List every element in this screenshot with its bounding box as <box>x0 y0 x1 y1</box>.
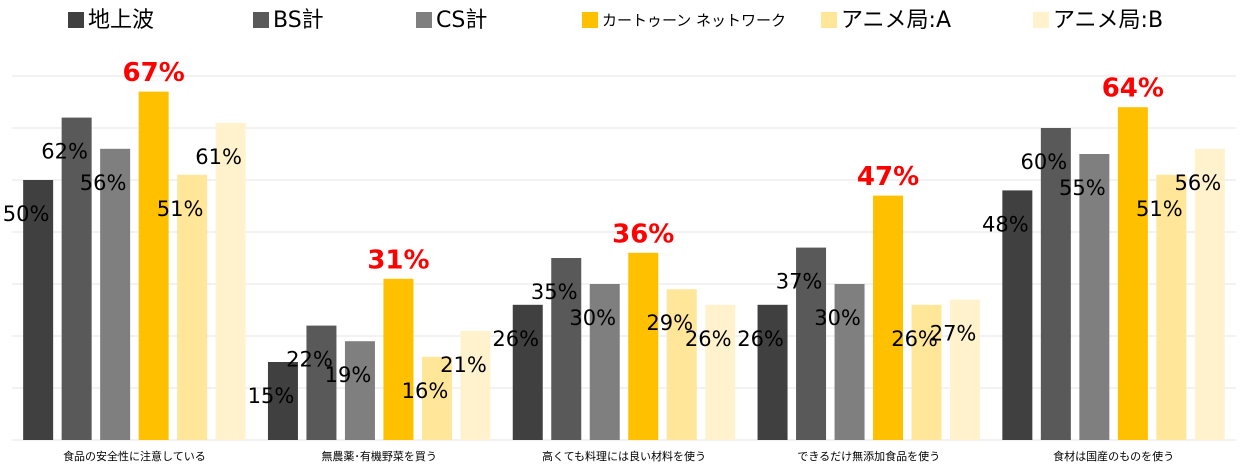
bar <box>460 330 491 440</box>
x-tick-label: 無農薬･有機野菜を買う <box>321 449 437 463</box>
value-label: 26% <box>891 327 938 351</box>
value-label: 48% <box>982 212 1029 236</box>
bar <box>267 362 298 440</box>
bar <box>796 247 827 440</box>
legend-label: 地上波 <box>88 8 154 33</box>
value-label: 26% <box>737 327 784 351</box>
value-label: 47% <box>857 162 919 192</box>
bar <box>23 180 54 440</box>
legend-swatch <box>253 12 269 28</box>
value-label: 50% <box>3 202 50 226</box>
value-label: 55% <box>1059 176 1106 200</box>
bar <box>705 304 736 440</box>
value-label: 61% <box>195 145 242 169</box>
bar <box>306 325 337 440</box>
value-label: 26% <box>685 327 732 351</box>
bar <box>589 284 620 440</box>
value-label: 67% <box>123 58 185 88</box>
x-tick-label: できるだけ無添加食品を使う <box>797 449 940 463</box>
legend-swatch <box>821 12 837 28</box>
bar <box>1194 148 1225 441</box>
value-label: 64% <box>1102 74 1164 104</box>
x-tick-label: 食品の安全性に注意している <box>63 449 206 463</box>
bar <box>1040 128 1071 440</box>
legend-label: アニメ局:A <box>841 8 951 33</box>
value-label: 19% <box>325 363 372 387</box>
value-label: 62% <box>41 140 88 164</box>
bar <box>344 341 375 440</box>
value-label: 51% <box>1136 197 1183 221</box>
legend-swatch <box>416 12 432 28</box>
bar <box>757 304 788 440</box>
bar <box>383 278 414 440</box>
bar <box>1079 154 1110 440</box>
bar <box>61 117 92 440</box>
bar <box>138 91 169 440</box>
value-label: 29% <box>646 311 693 335</box>
value-label: 31% <box>367 245 429 275</box>
legend-swatch <box>68 12 84 28</box>
value-label: 27% <box>930 322 977 346</box>
bar <box>666 289 697 440</box>
bar <box>215 122 246 441</box>
bar <box>950 299 981 440</box>
value-label: 30% <box>814 306 861 330</box>
x-tick-label: 食材は国産のものを使う <box>1053 449 1174 463</box>
value-label: 51% <box>157 197 204 221</box>
value-label: 21% <box>440 353 487 377</box>
bar <box>551 258 582 440</box>
bar <box>834 284 865 440</box>
bar <box>1002 190 1033 440</box>
value-label: 22% <box>286 348 333 372</box>
legend-swatch <box>582 12 598 28</box>
legend-label: CS計 <box>436 8 487 33</box>
x-tick-label: 高くても料理には良い材料を使う <box>542 449 706 463</box>
legend-label: カートゥーン ネットワーク <box>602 12 786 30</box>
legend-label: BS計 <box>273 8 324 33</box>
value-label: 37% <box>776 270 823 294</box>
bar <box>177 174 208 441</box>
legend-label: アニメ局:B <box>1053 8 1163 33</box>
value-label: 26% <box>492 327 539 351</box>
bar <box>1156 174 1187 441</box>
value-label: 60% <box>1021 150 1068 174</box>
value-label: 56% <box>80 171 127 195</box>
value-label: 56% <box>1175 171 1222 195</box>
value-label: 36% <box>612 219 674 249</box>
bar <box>1117 107 1148 440</box>
bar <box>100 148 131 441</box>
bar <box>873 195 904 440</box>
bar <box>911 304 942 440</box>
bar <box>421 356 452 440</box>
bar <box>628 252 659 440</box>
value-label: 35% <box>531 280 578 304</box>
value-label: 15% <box>248 384 295 408</box>
value-label: 30% <box>569 306 616 330</box>
legend-swatch <box>1033 12 1049 28</box>
value-label: 16% <box>402 379 449 403</box>
bar <box>512 304 543 440</box>
